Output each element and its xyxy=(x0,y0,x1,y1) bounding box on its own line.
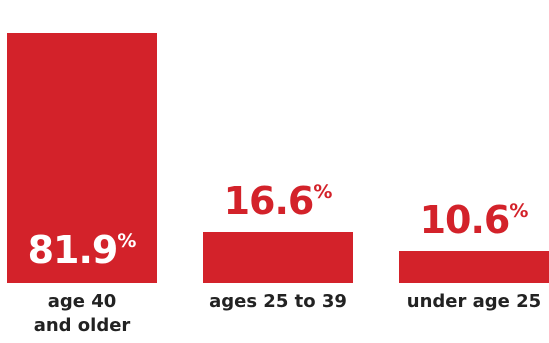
category-label-0: age 40 and older xyxy=(0,290,167,338)
value-number: 16.6 xyxy=(223,179,315,224)
percent-sign: % xyxy=(117,229,137,252)
bar-0 xyxy=(7,32,157,283)
value-label-1: 16.6% xyxy=(203,182,353,220)
value-number: 81.9 xyxy=(27,228,119,272)
category-label-line: age 40 xyxy=(47,291,117,312)
category-label-line: under age 25 xyxy=(406,291,542,312)
category-label-1: ages 25 to 39 xyxy=(193,290,363,314)
bar-1 xyxy=(203,232,353,283)
category-label-line: and older xyxy=(33,315,131,336)
value-label-0: 81.9% xyxy=(7,231,157,269)
value-label-2: 10.6% xyxy=(399,201,549,239)
percent-sign: % xyxy=(509,199,529,222)
value-number: 10.6 xyxy=(419,197,511,242)
category-label-2: under age 25 xyxy=(389,290,549,314)
percent-sign: % xyxy=(313,181,333,204)
bar-2 xyxy=(399,250,549,283)
category-label-line: ages 25 to 39 xyxy=(209,291,347,312)
